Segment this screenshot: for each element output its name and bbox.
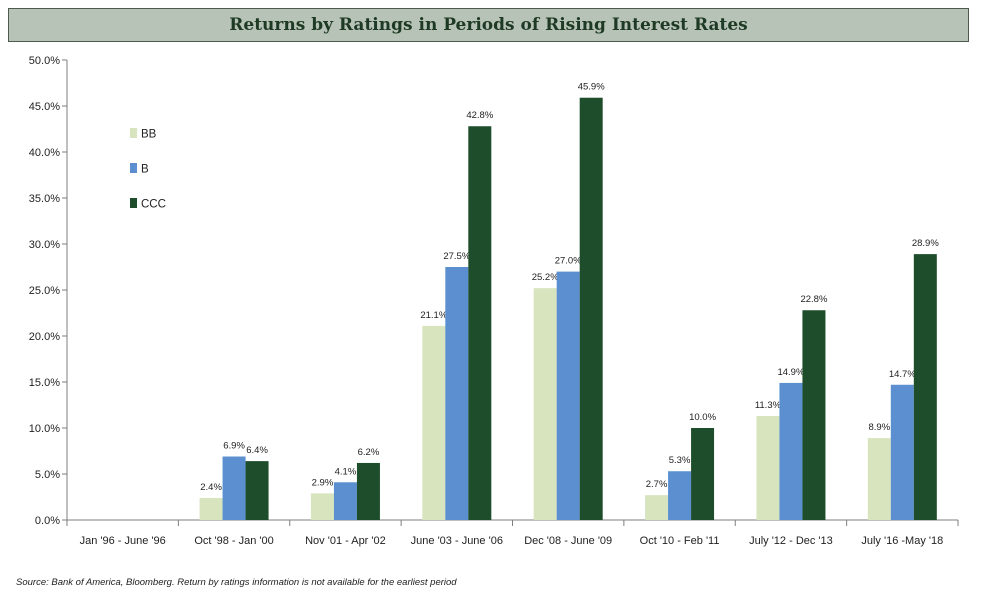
bar-bb: [422, 325, 446, 520]
y-tick-label: 35.0%: [29, 193, 60, 205]
y-tick-label: 40.0%: [29, 147, 60, 159]
legend-swatch-bb: [130, 128, 137, 138]
legend-label-bb: BB: [141, 129, 157, 141]
data-label: 8.9%: [868, 422, 890, 433]
data-label: 25.2%: [532, 272, 559, 283]
y-tick-label: 50.0%: [29, 55, 60, 67]
y-tick-label: 45.0%: [29, 101, 60, 113]
data-label: 11.3%: [755, 400, 782, 411]
bar-b: [222, 456, 246, 520]
data-label: 27.5%: [443, 251, 470, 262]
data-label: 10.0%: [689, 412, 716, 423]
data-label: 5.3%: [669, 455, 691, 466]
y-tick-label: 30.0%: [29, 239, 60, 251]
data-label: 22.8%: [800, 294, 827, 305]
bar-ccc: [691, 428, 715, 520]
bar-bb: [310, 493, 334, 520]
bar-ccc: [802, 310, 826, 520]
data-label: 2.9%: [312, 477, 334, 488]
bar-bb: [533, 288, 557, 520]
data-label: 6.4%: [246, 445, 268, 456]
legend-label-ccc: CCC: [141, 199, 166, 211]
bar-b: [668, 471, 692, 520]
x-tick-label: Dec '08 - June '09: [524, 535, 612, 547]
data-label: 42.8%: [466, 110, 493, 121]
x-tick-label: July '12 - Dec '13: [749, 535, 833, 547]
legend-swatch-b: [130, 163, 137, 173]
y-tick-label: 10.0%: [29, 423, 60, 435]
bar-ccc: [468, 126, 492, 521]
bar-b: [333, 482, 357, 520]
y-tick-label: 25.0%: [29, 285, 60, 297]
x-tick-label: Jan '96 - June '96: [80, 535, 166, 547]
legend-label-b: B: [141, 164, 149, 176]
x-tick-label: Nov '01 - Apr '02: [305, 535, 386, 547]
bar-ccc: [579, 97, 603, 520]
chart-title-bar: Returns by Ratings in Periods of Rising …: [8, 8, 969, 42]
y-tick-label: 0.0%: [35, 515, 60, 527]
bar-ccc: [913, 254, 937, 520]
bar-b: [445, 267, 469, 520]
y-tick-label: 15.0%: [29, 377, 60, 389]
data-label: 14.7%: [889, 369, 916, 380]
data-label: 14.9%: [777, 367, 804, 378]
data-label: 6.9%: [223, 441, 245, 452]
bar-bb: [867, 438, 891, 520]
data-label: 6.2%: [358, 447, 380, 458]
bar-b: [779, 382, 803, 520]
bar-bb: [756, 416, 780, 520]
bar-ccc: [356, 462, 380, 520]
bar-bb: [645, 495, 669, 520]
y-tick-label: 5.0%: [35, 469, 60, 481]
data-label: 2.4%: [200, 482, 222, 493]
y-tick-label: 20.0%: [29, 331, 60, 343]
bar-ccc: [245, 461, 269, 520]
legend-swatch-ccc: [130, 198, 137, 208]
bar-bb: [199, 497, 223, 520]
x-tick-label: Oct '98 - Jan '00: [194, 535, 273, 547]
data-label: 2.7%: [646, 479, 668, 490]
data-label: 4.1%: [335, 466, 357, 477]
x-tick-label: July '16 -May '18: [861, 535, 943, 547]
bar-chart: 0.0% 5.0% 10.0% 15.0% 20.0% 25.0% 30.0% 35.0% 40…: [29, 55, 959, 547]
bar-b: [890, 384, 914, 520]
data-label: 27.0%: [555, 256, 582, 267]
bar-b: [556, 271, 580, 520]
x-tick-label: June '03 - June '06: [411, 535, 503, 547]
chart-title: Returns by Ratings in Periods of Rising …: [229, 15, 748, 35]
x-tick-label: Oct '10 - Feb '11: [640, 535, 720, 547]
data-label: 21.1%: [420, 310, 447, 321]
data-label: 28.9%: [912, 238, 939, 249]
data-label: 45.9%: [578, 82, 605, 93]
source-note: Source: Bank of America, Bloomberg. Retu…: [16, 577, 457, 588]
